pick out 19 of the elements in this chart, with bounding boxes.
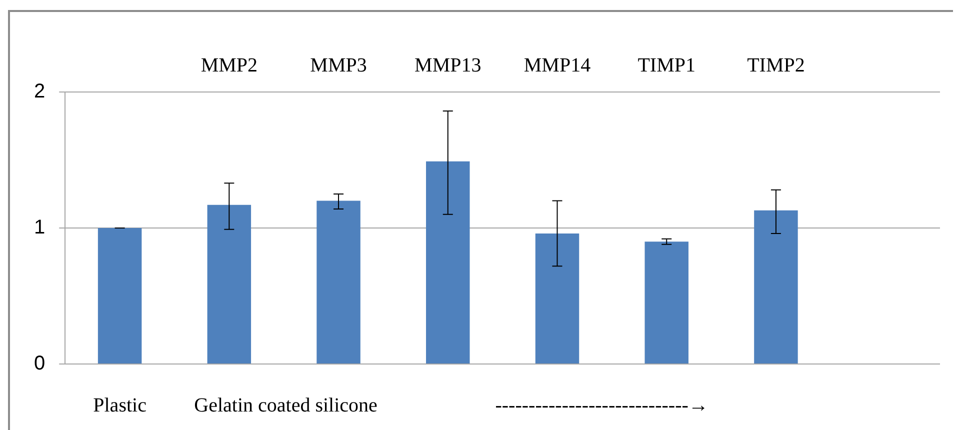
text: Gelatin coated silicone [194,394,378,416]
y-tick-label: 1 [34,216,46,239]
x-tick-label: MMP2 [200,54,258,76]
text: -----------------------------→ [495,394,708,416]
x-tick-label: MMP13 [414,54,482,76]
x-tick-label: MMP3 [310,54,367,76]
bar [98,228,142,364]
bar [207,204,252,364]
y-tick-label: 0 [34,352,46,375]
bar [316,200,360,364]
bar [754,210,798,364]
bar [535,233,580,364]
x-tick-label: TIMP2 [747,54,805,76]
x-tick-label: MMP14 [524,54,591,76]
bar [426,161,470,364]
y-tick-label: 2 [34,80,46,103]
bar [644,242,688,364]
x-tick-label: TIMP1 [638,54,696,76]
text: Plastic [93,394,147,416]
